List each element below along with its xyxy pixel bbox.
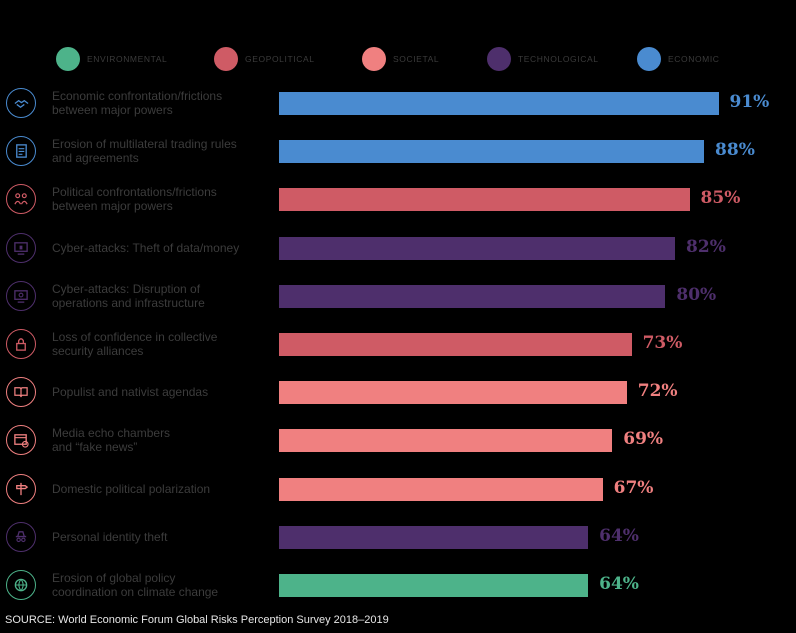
bar-row: Populist and nativist agendas 72% bbox=[0, 369, 796, 417]
environmental-dot-icon bbox=[56, 47, 80, 71]
legend: ENVIRONMENTAL GEOPOLITICAL SOCIETAL TECHNOL… bbox=[0, 44, 796, 74]
category-label-line: operations and infrastructure bbox=[52, 295, 205, 310]
bar bbox=[279, 236, 676, 260]
technological-dot-icon bbox=[487, 47, 511, 71]
value-label: 64% bbox=[599, 525, 639, 546]
category-label: Domestic political polarization bbox=[52, 482, 272, 496]
category-label-line: Media echo chambers bbox=[52, 426, 171, 441]
handshake-icon bbox=[6, 88, 36, 118]
legend-label: ECONOMIC bbox=[668, 54, 720, 64]
padlock-icon bbox=[6, 329, 36, 359]
category-label-line: security alliances bbox=[52, 344, 144, 358]
legend-item-environmental: ENVIRONMENTAL bbox=[56, 44, 167, 74]
value-label: 82% bbox=[686, 236, 726, 257]
bar bbox=[279, 140, 705, 164]
category-label-line: and agreements bbox=[52, 151, 139, 166]
document-icon bbox=[6, 136, 36, 167]
legend-item-technological: TECHNOLOGICAL bbox=[487, 44, 599, 74]
category-label-line: Populist and nativist agendas bbox=[52, 385, 209, 400]
category-label: Political confrontations/frictions betwee… bbox=[52, 185, 272, 213]
geopolitical-dot-icon bbox=[214, 47, 238, 71]
bar-row: Media echo chambers and “fake news” 69% bbox=[0, 417, 796, 465]
computer-lock-icon bbox=[6, 232, 36, 263]
category-label: Populist and nativist agendas bbox=[52, 385, 272, 399]
bar bbox=[279, 188, 690, 212]
bar bbox=[279, 333, 632, 356]
browser-icon bbox=[6, 425, 36, 456]
legend-label: GEOPOLITICAL bbox=[245, 54, 315, 64]
bar bbox=[279, 525, 589, 549]
bar-row: Personal identity theft 64% bbox=[0, 514, 796, 562]
category-label: Erosion of multilateral trading rules and… bbox=[52, 137, 272, 165]
category-label-line: Cyber-attacks: Theft of data/money bbox=[52, 240, 240, 255]
category-label-line: Erosion of multilateral trading rules bbox=[52, 137, 237, 152]
category-label-line: and “fake news” bbox=[52, 440, 138, 455]
value-label: 67% bbox=[613, 477, 654, 498]
bar-row: Cyber-attacks: Theft of data/money 82% bbox=[0, 225, 796, 273]
category-label: Loss of confidence in collective security… bbox=[52, 330, 272, 358]
bar bbox=[279, 381, 627, 405]
category-label-line: Political confrontations/frictions bbox=[52, 185, 217, 200]
bar-row: Political confrontations/frictions betwee… bbox=[0, 176, 796, 224]
value-label: 80% bbox=[676, 284, 717, 305]
bar bbox=[279, 92, 719, 115]
bar-row: Loss of confidence in collective security… bbox=[0, 321, 796, 369]
legend-item-societal: SOCIETAL bbox=[362, 44, 439, 74]
value-label: 91% bbox=[729, 92, 770, 112]
category-label: Media echo chambers and “fake news” bbox=[52, 426, 272, 454]
category-label: Erosion of global policy coordination on … bbox=[52, 571, 272, 599]
bar bbox=[279, 477, 603, 501]
value-label: 72% bbox=[637, 381, 678, 402]
value-label: 69% bbox=[623, 429, 664, 450]
legend-label: ENVIRONMENTAL bbox=[87, 54, 168, 64]
book-icon bbox=[6, 377, 36, 408]
category-label-line: between major powers bbox=[52, 199, 173, 214]
category-label-line: between major powers bbox=[52, 103, 173, 117]
computer-network-icon bbox=[6, 280, 36, 311]
category-label-line: Erosion of global policy bbox=[52, 571, 176, 585]
spy-icon bbox=[6, 521, 36, 552]
category-label-line: Cyber-attacks: Disruption of bbox=[52, 281, 201, 296]
value-label: 85% bbox=[700, 188, 741, 209]
societal-dot-icon bbox=[362, 47, 386, 71]
value-label: 73% bbox=[642, 333, 683, 353]
category-label: Personal identity theft bbox=[52, 530, 272, 544]
bar bbox=[279, 284, 666, 308]
people-conflict-icon bbox=[6, 184, 36, 215]
category-label: Economic confrontation/frictions between … bbox=[52, 89, 272, 117]
bar-row: Erosion of global policy coordination on … bbox=[0, 562, 796, 610]
legend-item-geopolitical: GEOPOLITICAL bbox=[214, 44, 315, 74]
category-label: Cyber-attacks: Disruption of operations a… bbox=[52, 282, 272, 310]
bar-row: Domestic political polarization 67% bbox=[0, 466, 796, 514]
globe-icon bbox=[6, 570, 36, 600]
bar bbox=[279, 574, 589, 597]
legend-item-economic: ECONOMIC bbox=[637, 44, 720, 74]
category-label-line: Economic confrontation/frictions bbox=[52, 89, 223, 103]
category-label-line: Loss of confidence in collective bbox=[52, 330, 218, 344]
value-label: 64% bbox=[599, 574, 639, 594]
economic-dot-icon bbox=[637, 47, 661, 71]
signpost-icon bbox=[6, 473, 36, 504]
source-note: SOURCE: World Economic Forum Global Risk… bbox=[5, 614, 389, 626]
category-label-line: Personal identity theft bbox=[52, 529, 168, 544]
bar bbox=[279, 429, 613, 453]
bar-row: Erosion of multilateral trading rules and… bbox=[0, 128, 796, 176]
value-label: 88% bbox=[715, 140, 755, 161]
category-label-line: coordination on climate change bbox=[52, 585, 219, 599]
bar-row: Economic confrontation/frictions between … bbox=[0, 80, 796, 128]
bar-row: Cyber-attacks: Disruption of operations a… bbox=[0, 273, 796, 321]
legend-label: SOCIETAL bbox=[393, 54, 440, 64]
legend-label: TECHNOLOGICAL bbox=[518, 54, 599, 64]
category-label: Cyber-attacks: Theft of data/money bbox=[52, 241, 272, 255]
category-label-line: Domestic political polarization bbox=[52, 481, 211, 496]
